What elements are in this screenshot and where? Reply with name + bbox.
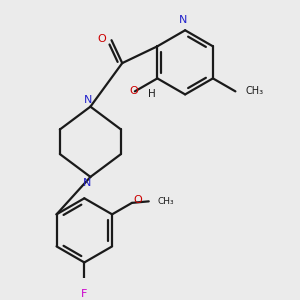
Text: CH₃: CH₃: [157, 197, 174, 206]
Text: CH₃: CH₃: [245, 86, 263, 96]
Text: N: N: [178, 15, 187, 25]
Text: O: O: [129, 86, 138, 96]
Text: O: O: [134, 195, 142, 206]
Text: N: N: [82, 178, 91, 188]
Text: O: O: [97, 34, 106, 44]
Text: N: N: [84, 95, 92, 105]
Text: F: F: [81, 289, 88, 299]
Text: H: H: [148, 89, 155, 99]
